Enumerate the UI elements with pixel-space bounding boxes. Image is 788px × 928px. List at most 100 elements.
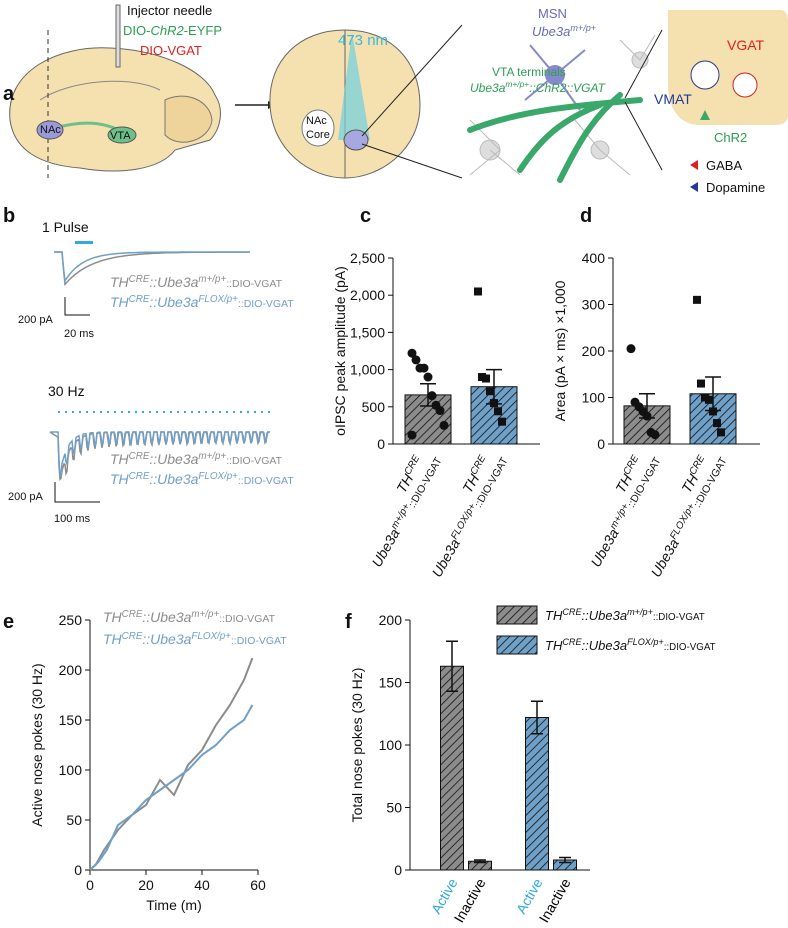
- text-part: ::DIO-VGAT: [664, 642, 716, 653]
- y-tick-label: 200: [582, 343, 606, 359]
- y-axis-label: Active nose pokes (30 Hz): [29, 663, 45, 826]
- point: [709, 407, 717, 416]
- y-tick-label: 2,500: [350, 250, 385, 266]
- scale-bar: [54, 482, 100, 503]
- text-part: CRE: [129, 294, 150, 305]
- needle: [115, 4, 121, 68]
- bar: [525, 717, 549, 871]
- gaba-marker: [690, 160, 698, 170]
- light-cone: [338, 32, 370, 140]
- legend-swatch: [496, 605, 538, 625]
- scale-label: 100 ms: [54, 513, 91, 525]
- text-part: ::DIO-VGAT: [226, 455, 282, 467]
- text-part: ::: [142, 631, 150, 647]
- y-axis-label: Area (pA × ms) ×1,000: [552, 280, 568, 421]
- text-part: ::VGAT: [566, 81, 606, 95]
- text-part: CRE: [122, 631, 143, 642]
- text-part: m+/p+: [627, 607, 653, 617]
- panel-label: a: [3, 83, 15, 105]
- text-part: CRE: [621, 453, 641, 477]
- point: [435, 406, 445, 416]
- text-part: ::DIO-VGAT: [238, 475, 294, 487]
- text-part: ::DIO-VGAT: [231, 635, 287, 647]
- label: NAc: [306, 115, 327, 127]
- text-part: TH: [103, 631, 123, 647]
- y-axis-label: Total nose pokes (30 Hz): [349, 668, 365, 823]
- point: [650, 430, 660, 440]
- vta-region: [107, 126, 137, 144]
- text-part: Ube3a: [589, 608, 627, 623]
- text-part: CRE: [562, 607, 582, 617]
- point: [427, 391, 437, 401]
- y-tick-label: 150: [59, 712, 83, 728]
- text-part: ChR2: [536, 81, 567, 95]
- text-part: m+/p+: [570, 23, 596, 33]
- nac-target: [343, 129, 369, 151]
- msn-cell: [545, 65, 565, 85]
- label: ChR2: [714, 130, 747, 145]
- scale-label: 200 pA: [8, 491, 44, 503]
- text-part: ::: [529, 81, 536, 95]
- error-bar: [446, 640, 458, 692]
- label: VMAT: [654, 91, 692, 107]
- x-tick-label: 0: [86, 877, 94, 893]
- point: [494, 407, 502, 416]
- label: GABA: [706, 158, 742, 173]
- text-part: ::: [142, 609, 150, 625]
- text-part: ::: [149, 471, 157, 487]
- label: DIO-VGAT: [140, 43, 202, 58]
- legend-swatch: [496, 635, 538, 655]
- line: [89, 657, 254, 871]
- label: 473 nm: [338, 32, 388, 49]
- label: 30 Hz: [48, 383, 85, 399]
- point: [717, 428, 725, 437]
- text-part: TH: [110, 451, 130, 467]
- y-tick-label: 0: [377, 436, 385, 452]
- text-part: ::DIO-VGAT: [226, 278, 282, 290]
- x-axis-label: Time (m): [146, 897, 201, 913]
- text-part: Ube3a: [150, 631, 191, 647]
- panel-label: f: [345, 611, 352, 633]
- vesicle: [690, 60, 720, 90]
- text-part: Ube3a: [647, 536, 682, 580]
- y-tick-label: 100: [582, 390, 606, 406]
- y-tick-label: 200: [59, 662, 83, 678]
- text-part: Ube3a: [532, 24, 570, 39]
- y-tick-label: 50: [386, 800, 402, 816]
- scale-label: 20 ms: [64, 328, 94, 340]
- point: [498, 417, 506, 426]
- legend-text: THCRE::Ube3aFLOX/p+::DIO-VGAT: [110, 294, 294, 310]
- point: [423, 372, 433, 382]
- text-part: ::: [149, 294, 157, 310]
- y-tick-label: 0: [394, 862, 402, 878]
- text-part: DIO-: [123, 23, 150, 38]
- text-part: CRE: [402, 453, 422, 477]
- legend-text: THCRE::Ube3am+/p+::DIO-VGAT: [103, 609, 276, 625]
- text-part: m+/p+: [505, 79, 529, 89]
- legend-text: THCRE::Ube3aFLOX/p+::DIO-VGAT: [110, 471, 294, 487]
- ventricle: [301, 109, 335, 147]
- legend-text: THCRE::Ube3am+/p+::DIO-VGAT: [110, 451, 283, 467]
- zoom-line: [361, 143, 463, 179]
- msn-dendrites: [524, 44, 586, 111]
- trace: [50, 431, 270, 477]
- scale-bar: [64, 297, 90, 316]
- point: [490, 399, 498, 408]
- sagittal-brain: [9, 47, 221, 172]
- text-part: FLOX/p+: [668, 502, 697, 542]
- y-tick-label: 0: [597, 436, 605, 452]
- bar: [440, 665, 464, 871]
- text-part: Ube3a: [157, 471, 198, 487]
- x-tick-label: 40: [194, 877, 210, 893]
- text-part: ::: [582, 608, 590, 623]
- text-part: ::DIO-VGAT: [219, 613, 275, 625]
- legend-text: THCRE::Ube3am+/p+::DIO-VGAT: [110, 274, 283, 290]
- text-part: ChR2: [150, 23, 184, 38]
- text-part: FLOX/p+: [449, 502, 478, 542]
- text-part: Ube3a: [157, 274, 198, 290]
- legend-text: THCRE::Ube3aFLOX/p+::DIO-VGAT: [545, 637, 716, 653]
- label: Ube3am+/p+::ChR2::VGAT: [470, 79, 607, 95]
- zoom-line: [361, 24, 463, 137]
- text-part: Ube3a: [157, 451, 198, 467]
- vesicle: [732, 72, 758, 98]
